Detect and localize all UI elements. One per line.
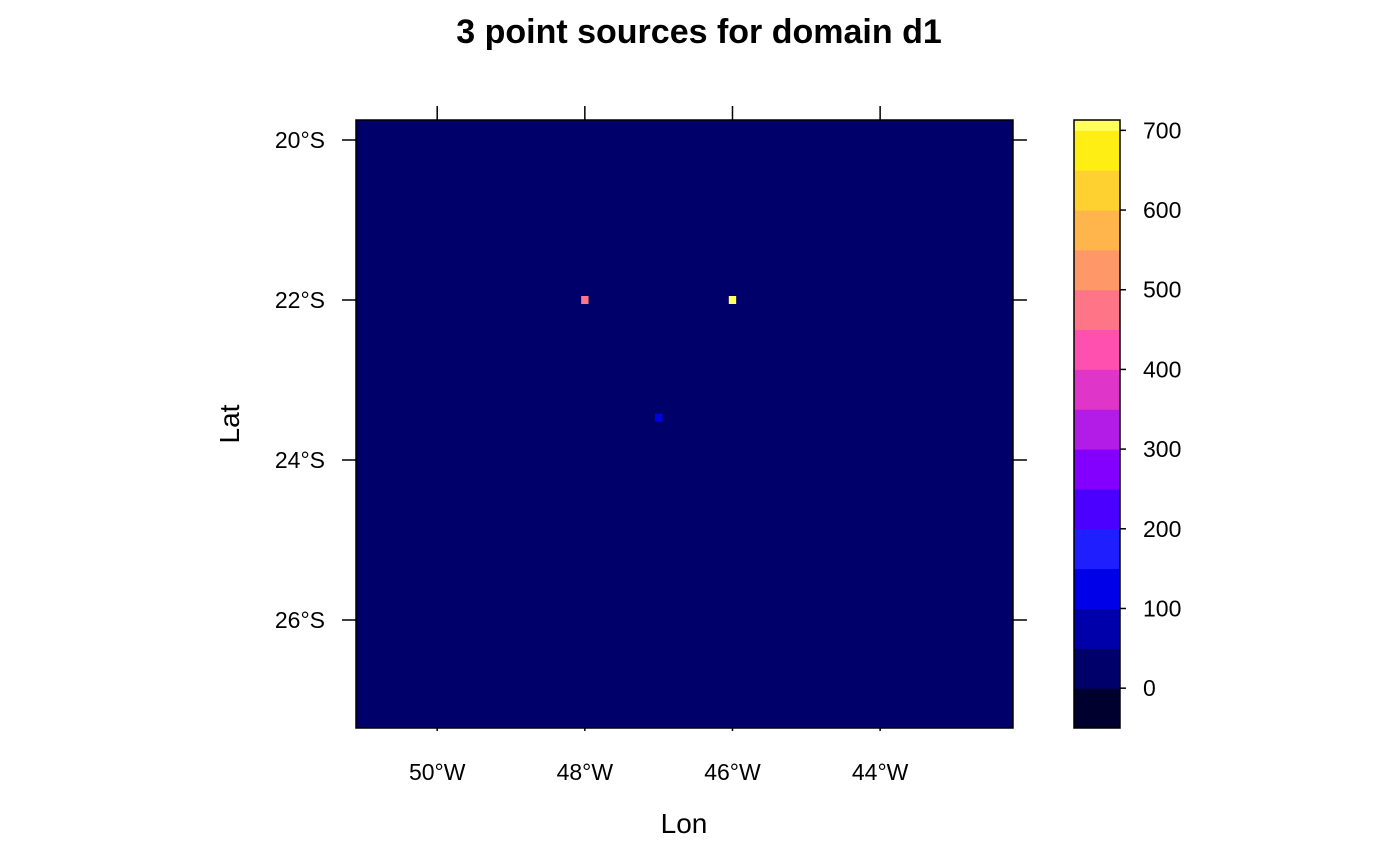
colorbar-swatch <box>1074 369 1120 410</box>
point-source-1 <box>581 296 589 304</box>
colorbar-tick-label: 600 <box>1143 197 1181 223</box>
y-axis-label: Lat <box>214 404 245 443</box>
colorbar-tick-label: 700 <box>1143 117 1181 143</box>
colorbar-tick-label: 200 <box>1143 516 1181 542</box>
colorbar-swatch <box>1074 289 1120 331</box>
colorbar-swatch <box>1074 409 1120 450</box>
colorbar-swatch <box>1074 688 1120 729</box>
colorbar-swatch <box>1074 488 1120 530</box>
plot-panel <box>356 120 1013 728</box>
colorbar-swatch <box>1074 568 1120 609</box>
colorbar-tick-label: 100 <box>1143 595 1181 621</box>
x-tick-label: 50°W <box>409 759 466 785</box>
colorbar-swatch <box>1074 120 1120 131</box>
x-tick-label: 48°W <box>557 759 614 785</box>
point-source-3 <box>654 413 663 422</box>
colorbar-swatch <box>1074 249 1120 291</box>
colorbar-swatch <box>1074 648 1120 689</box>
colorbar-swatch <box>1074 210 1120 251</box>
colorbar-swatch <box>1074 329 1120 370</box>
colorbar-swatch <box>1074 170 1120 211</box>
chart-title: 3 point sources for domain d1 <box>456 13 942 51</box>
colorbar-border <box>1073 119 1121 729</box>
y-tick-label: 20°S <box>275 127 325 153</box>
plot-border <box>355 119 1014 729</box>
x-tick-label: 44°W <box>852 759 909 785</box>
colorbar-tick-label: 400 <box>1143 356 1181 382</box>
colorbar-swatch <box>1074 449 1120 490</box>
colorbar-swatch <box>1074 130 1120 171</box>
colorbar-tick-label: 500 <box>1143 277 1181 303</box>
x-tick-label: 46°W <box>704 759 761 785</box>
x-axis-label: Lon <box>661 808 708 839</box>
colorbar-swatch <box>1074 608 1120 649</box>
colorbar-tick-label: 0 <box>1143 675 1156 701</box>
colorbar-tick-label: 300 <box>1143 436 1181 462</box>
y-tick-label: 24°S <box>275 447 325 473</box>
colorbar-swatch <box>1074 528 1120 570</box>
y-tick-label: 22°S <box>275 287 325 313</box>
y-tick-label: 26°S <box>275 607 325 633</box>
point-source-2 <box>728 296 737 304</box>
